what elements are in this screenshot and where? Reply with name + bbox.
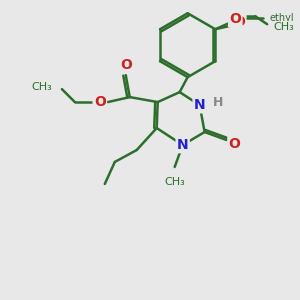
Text: O: O bbox=[229, 137, 241, 151]
Text: ethyl: ethyl bbox=[269, 13, 294, 23]
Text: N: N bbox=[177, 138, 188, 152]
Text: O: O bbox=[94, 95, 106, 109]
Text: O: O bbox=[229, 12, 241, 26]
Text: CH₃: CH₃ bbox=[164, 177, 185, 187]
Text: CH₃: CH₃ bbox=[31, 82, 52, 92]
Text: O: O bbox=[120, 58, 132, 72]
Text: H: H bbox=[212, 96, 223, 109]
Text: N: N bbox=[194, 98, 206, 112]
Text: CH₃: CH₃ bbox=[273, 22, 294, 32]
Text: O: O bbox=[233, 15, 245, 29]
